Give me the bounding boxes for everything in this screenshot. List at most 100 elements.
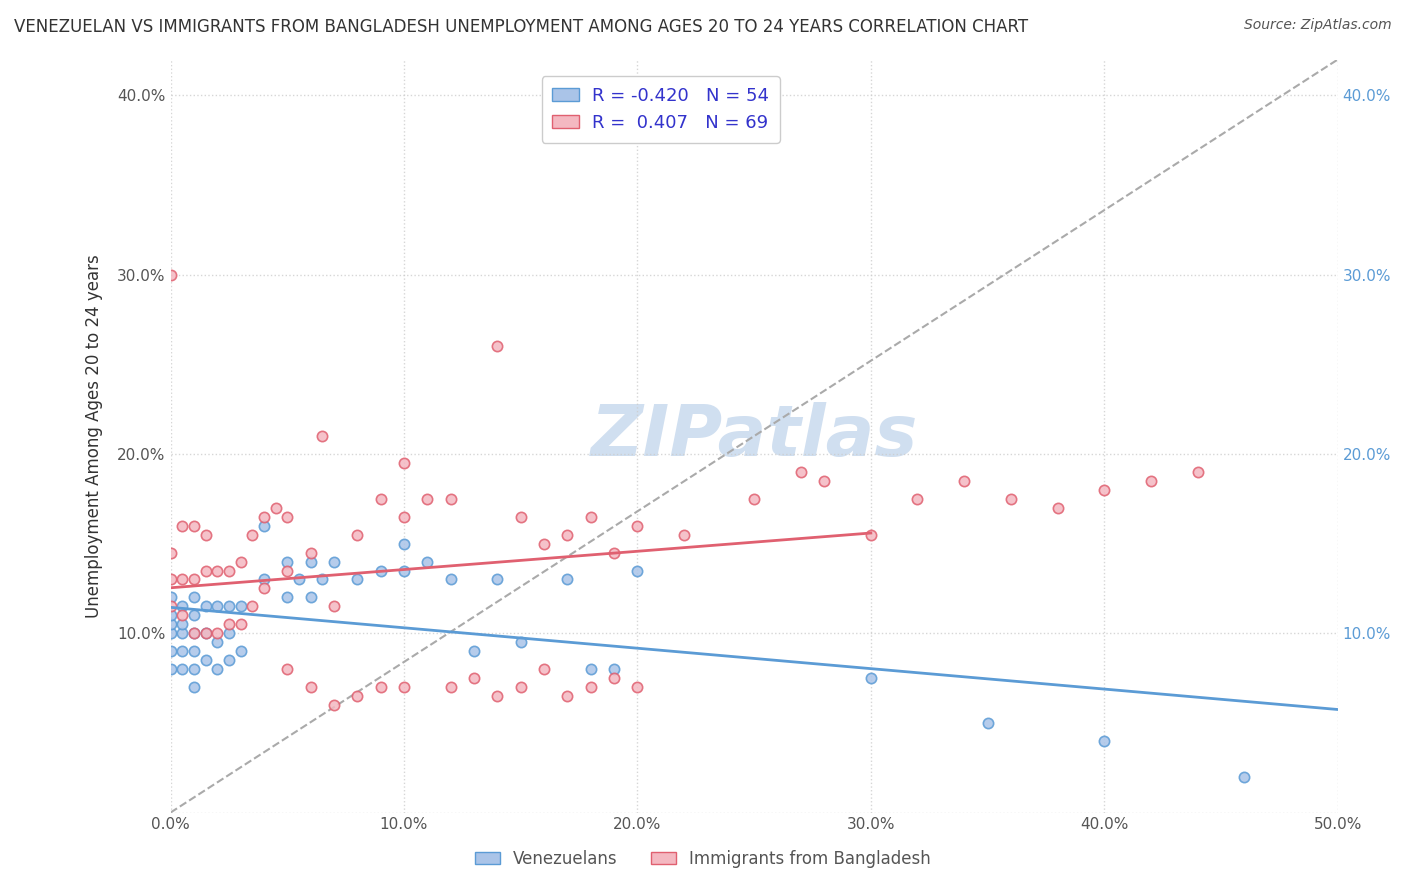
Point [172, 662, 194, 676]
Point [288, 573, 311, 587]
Point [207, 635, 229, 649]
Point [183, 518, 205, 533]
Point [159, 573, 181, 587]
Point [194, 564, 217, 578]
Point [673, 527, 696, 541]
Point [859, 671, 882, 685]
Point [218, 617, 240, 632]
Point [172, 573, 194, 587]
Point [392, 564, 415, 578]
Point [207, 662, 229, 676]
Point [159, 608, 181, 623]
Point [976, 715, 998, 730]
Point [194, 626, 217, 640]
Point [370, 680, 392, 694]
Point [440, 680, 463, 694]
Point [533, 662, 555, 676]
Point [276, 564, 298, 578]
Point [172, 626, 194, 640]
Point [416, 491, 439, 506]
Point [311, 429, 333, 443]
Point [509, 509, 531, 524]
Point [557, 573, 579, 587]
Point [742, 491, 765, 506]
Point [240, 527, 263, 541]
Point [276, 591, 298, 605]
Point [183, 626, 205, 640]
Text: ZIPatlas: ZIPatlas [591, 401, 918, 471]
Point [1092, 734, 1115, 748]
Point [463, 671, 485, 685]
Legend: R = -0.420   N = 54, R =  0.407   N = 69: R = -0.420 N = 54, R = 0.407 N = 69 [541, 76, 780, 143]
Point [392, 680, 415, 694]
Point [790, 465, 813, 479]
Point [1092, 483, 1115, 497]
Point [579, 680, 602, 694]
Point [159, 268, 181, 282]
Point [370, 491, 392, 506]
Point [229, 644, 252, 658]
Point [370, 564, 392, 578]
Point [486, 689, 509, 703]
Point [533, 536, 555, 550]
Point [323, 599, 346, 614]
Point [1046, 500, 1069, 515]
Point [509, 635, 531, 649]
Point [626, 518, 648, 533]
Point [218, 626, 240, 640]
Point [183, 662, 205, 676]
Point [276, 509, 298, 524]
Point [276, 662, 298, 676]
Point [194, 653, 217, 667]
Point [1233, 770, 1256, 784]
Point [183, 573, 205, 587]
Point [346, 573, 368, 587]
Point [626, 680, 648, 694]
Point [1187, 465, 1209, 479]
Point [907, 491, 929, 506]
Point [392, 536, 415, 550]
Point [1140, 474, 1163, 488]
Point [579, 662, 602, 676]
Point [207, 599, 229, 614]
Point [299, 680, 322, 694]
Point [579, 509, 602, 524]
Point [626, 564, 648, 578]
Point [172, 644, 194, 658]
Point [603, 546, 626, 560]
Point [253, 518, 276, 533]
Point [240, 599, 263, 614]
Text: Source: ZipAtlas.com: Source: ZipAtlas.com [1244, 18, 1392, 32]
Point [183, 608, 205, 623]
Point [813, 474, 835, 488]
Legend: Venezuelans, Immigrants from Bangladesh: Venezuelans, Immigrants from Bangladesh [468, 844, 938, 875]
Point [229, 617, 252, 632]
Point [311, 573, 333, 587]
Point [229, 599, 252, 614]
Point [299, 555, 322, 569]
Point [218, 564, 240, 578]
Point [392, 509, 415, 524]
Point [183, 644, 205, 658]
Point [183, 626, 205, 640]
Point [172, 617, 194, 632]
Point [159, 644, 181, 658]
Point [159, 591, 181, 605]
Point [207, 564, 229, 578]
Point [486, 339, 509, 353]
Point [207, 626, 229, 640]
Y-axis label: Unemployment Among Ages 20 to 24 years: Unemployment Among Ages 20 to 24 years [86, 254, 103, 618]
Point [323, 698, 346, 712]
Point [194, 527, 217, 541]
Point [218, 653, 240, 667]
Point [557, 527, 579, 541]
Point [159, 546, 181, 560]
Point [159, 626, 181, 640]
Point [172, 599, 194, 614]
Point [859, 527, 882, 541]
Point [509, 680, 531, 694]
Point [323, 555, 346, 569]
Point [1000, 491, 1022, 506]
Point [229, 555, 252, 569]
Point [440, 573, 463, 587]
